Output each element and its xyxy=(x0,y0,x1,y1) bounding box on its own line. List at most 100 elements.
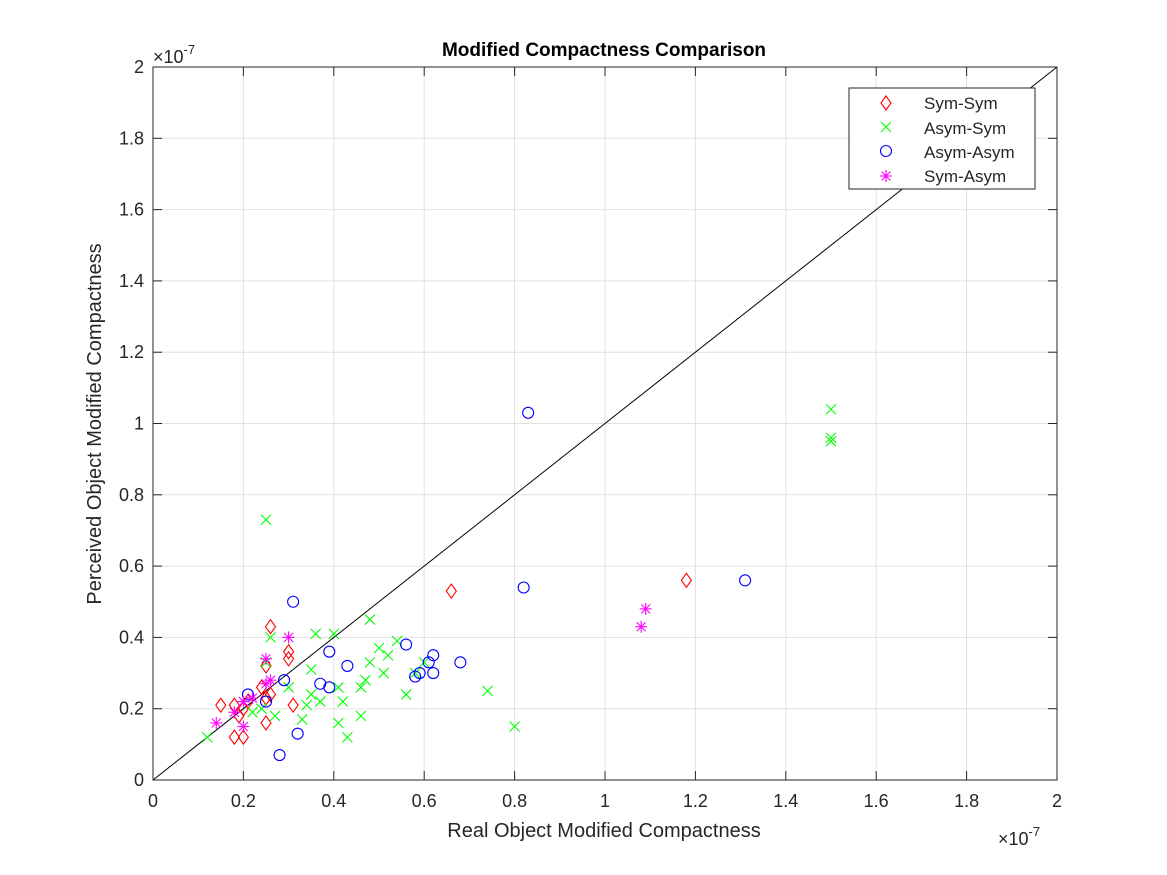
data-point-asym-asym xyxy=(400,638,413,651)
y-tick-label: 0.8 xyxy=(119,485,144,505)
y-exponent-label: ×10-7 xyxy=(153,42,195,67)
x-tick-label: 0.4 xyxy=(321,791,346,811)
y-axis-label: Perceived Object Modified Compactness xyxy=(84,243,106,604)
y-exponent-power: -7 xyxy=(184,42,196,57)
data-point-asym-sym xyxy=(332,717,344,729)
data-point-asym-sym xyxy=(296,714,308,725)
data-point-asym-sym xyxy=(269,710,281,722)
data-point-asym-asym xyxy=(341,659,354,672)
data-point-sym-asym xyxy=(237,695,250,708)
y-tick-label: 0.6 xyxy=(119,556,144,576)
data-point-asym-asym xyxy=(427,666,440,680)
y-tick-label: 1.2 xyxy=(119,342,144,362)
data-point-sym-asym xyxy=(260,652,272,665)
data-points xyxy=(201,403,837,762)
legend-box xyxy=(848,87,1036,190)
data-point-asym-sym xyxy=(373,642,385,654)
x-tick-label: 2 xyxy=(1052,791,1062,811)
data-point-sym-sym xyxy=(215,697,227,714)
data-point-asym-sym xyxy=(382,649,394,661)
data-point-asym-asym xyxy=(517,581,530,594)
data-point-sym-sym xyxy=(264,686,277,703)
x-exponent-power: -7 xyxy=(1029,824,1041,839)
y-tick-label: 0 xyxy=(134,770,144,790)
legend-label-asym-sym: Asym-Sym xyxy=(924,119,1006,138)
data-point-sym-sym xyxy=(287,697,299,714)
data-point-asym-asym xyxy=(323,645,336,658)
data-point-asym-sym xyxy=(247,706,258,718)
data-point-asym-sym xyxy=(364,656,376,668)
data-point-asym-asym xyxy=(291,727,304,740)
data-point-asym-asym xyxy=(323,681,336,694)
data-point-asym-sym xyxy=(364,614,376,625)
data-point-sym-asym xyxy=(237,720,250,733)
data-point-asym-sym xyxy=(283,681,294,693)
data-point-asym-sym xyxy=(482,685,493,697)
y-tick-label: 2 xyxy=(134,57,144,77)
x-tick-label: 1.8 xyxy=(954,791,979,811)
data-point-asym-sym xyxy=(825,432,837,444)
data-point-asym-asym xyxy=(278,674,291,687)
data-point-asym-asym xyxy=(259,695,273,708)
legend-marker-sym-sym xyxy=(880,95,892,111)
data-point-asym-asym xyxy=(409,670,422,683)
data-point-sym-asym xyxy=(246,692,259,705)
data-point-asym-sym xyxy=(305,664,317,675)
data-point-sym-sym xyxy=(228,729,241,746)
x-exponent-base: ×10 xyxy=(998,829,1029,849)
data-point-sym-asym xyxy=(264,674,277,687)
data-point-asym-sym xyxy=(509,721,520,732)
x-tick-label: 1.4 xyxy=(773,791,798,811)
data-point-asym-sym xyxy=(409,667,421,679)
data-point-asym-sym xyxy=(378,667,389,679)
data-point-asym-sym xyxy=(201,731,213,743)
legend-label-sym-sym: Sym-Sym xyxy=(924,94,998,113)
data-point-asym-asym xyxy=(739,574,752,587)
data-point-asym-sym xyxy=(310,628,322,640)
data-point-sym-sym xyxy=(282,650,295,667)
data-point-asym-asym xyxy=(287,595,300,608)
data-point-sym-sym xyxy=(260,715,272,731)
y-exponent-base: ×10 xyxy=(153,47,184,67)
y-tick-label: 1.8 xyxy=(119,128,144,148)
data-point-asym-sym xyxy=(418,656,430,668)
data-point-asym-sym xyxy=(825,435,837,447)
data-point-asym-sym xyxy=(332,681,344,693)
data-point-asym-asym xyxy=(241,688,254,701)
data-point-asym-asym xyxy=(427,649,440,662)
x-tick-label: 0.6 xyxy=(412,791,437,811)
y-tick-label: 0.2 xyxy=(119,699,144,719)
legend-marker-asym-sym xyxy=(880,121,892,133)
y-tick-label: 1.4 xyxy=(119,271,144,291)
y-tick-label: 1.6 xyxy=(119,200,144,220)
data-point-asym-asym xyxy=(273,748,286,762)
x-tick-label: 0.2 xyxy=(231,791,256,811)
data-point-asym-asym xyxy=(522,406,535,419)
tick-marks xyxy=(152,66,1058,781)
data-point-sym-asym xyxy=(639,602,652,615)
x-exponent-label: ×10-7 xyxy=(998,824,1040,849)
data-point-asym-sym xyxy=(355,681,367,693)
legend-marker-sym-asym xyxy=(880,170,892,182)
data-point-asym-sym xyxy=(314,696,326,707)
chart-title: Modified Compactness Comparison xyxy=(442,40,766,61)
data-point-asym-asym xyxy=(422,656,435,669)
data-point-asym-sym xyxy=(305,689,317,700)
data-point-asym-sym xyxy=(301,699,313,711)
legend-label-asym-asym: Asym-Asym xyxy=(924,143,1015,162)
data-point-sym-asym xyxy=(228,706,241,719)
x-tick-labels: 0 0.2 0.4 0.6 0.8 1 1.2 1.4 1.6 1.8 2 xyxy=(148,791,1062,811)
data-point-asym-sym xyxy=(355,710,367,722)
x-tick-label: 1.6 xyxy=(864,791,889,811)
x-tick-label: 0 xyxy=(148,791,158,811)
data-point-sym-sym xyxy=(445,583,457,600)
data-point-sym-asym xyxy=(635,620,648,633)
data-point-sym-sym xyxy=(237,729,250,746)
data-point-sym-asym xyxy=(282,631,295,644)
data-point-asym-sym xyxy=(360,674,371,686)
legend-label-sym-asym: Sym-Asym xyxy=(924,167,1006,186)
data-point-asym-sym xyxy=(256,703,267,715)
y-tick-label: 1 xyxy=(134,414,144,434)
x-tick-label: 1 xyxy=(600,791,610,811)
data-point-asym-sym xyxy=(341,731,353,743)
